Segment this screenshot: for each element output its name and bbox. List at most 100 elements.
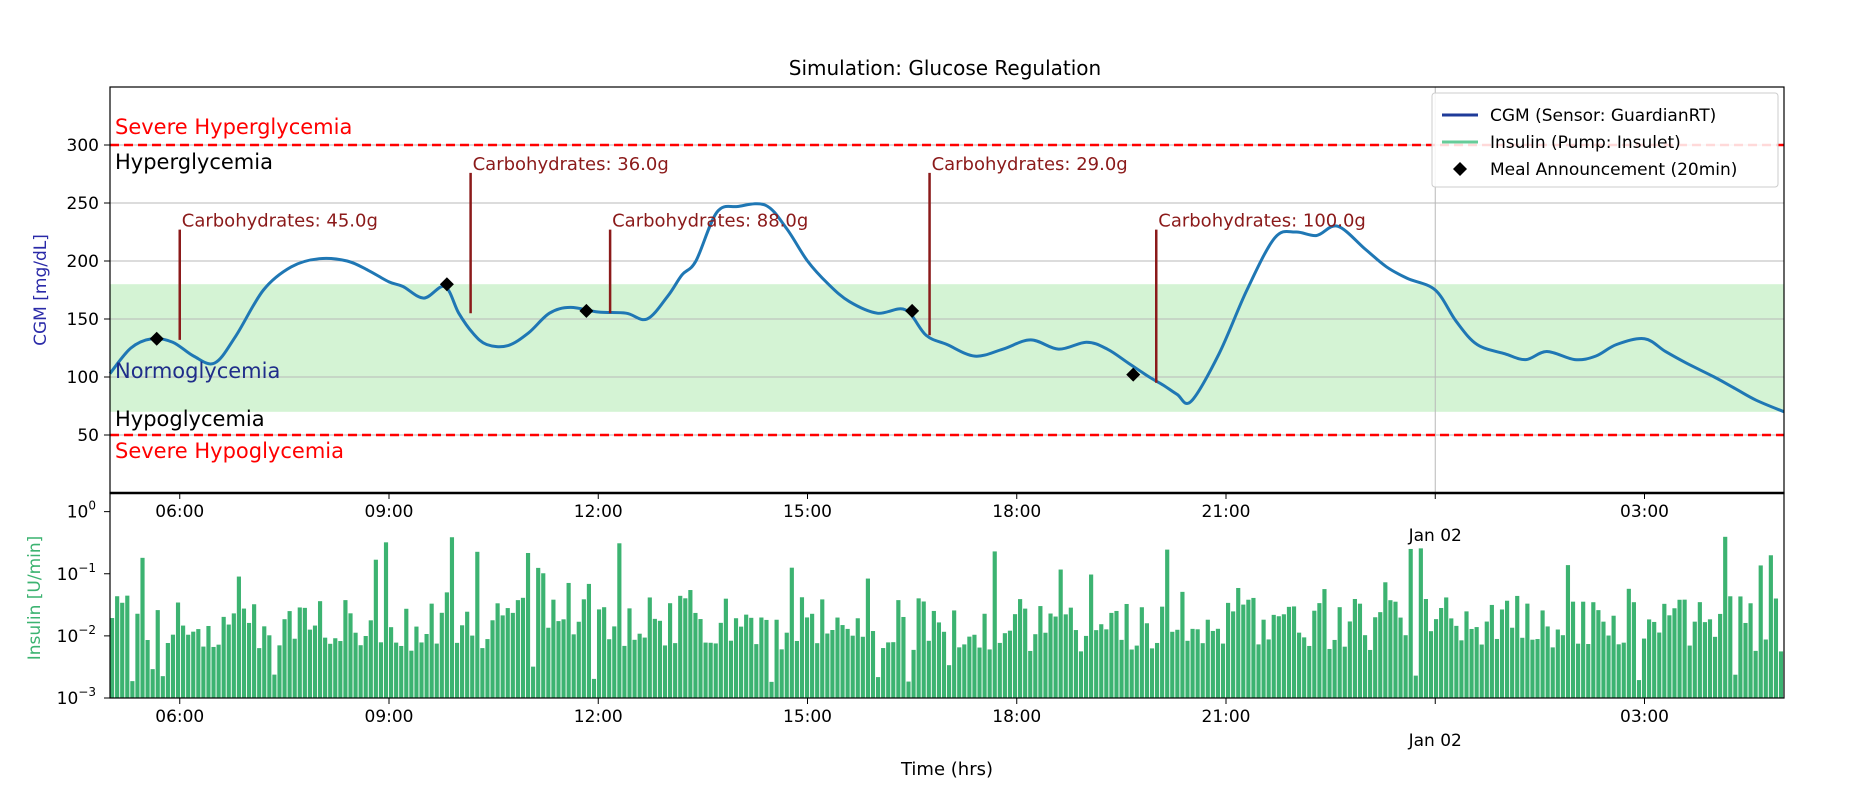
insulin-bar <box>358 645 363 698</box>
insulin-bar <box>196 629 201 698</box>
insulin-bar <box>546 627 551 698</box>
insulin-bar <box>287 611 292 698</box>
insulin-bar <box>221 616 226 698</box>
x-tick-label: 09:00 <box>365 707 414 727</box>
insulin-bar <box>383 542 389 698</box>
insulin-bar <box>1474 627 1479 698</box>
legend-label: Insulin (Pump: Insulet) <box>1490 133 1681 153</box>
insulin-bar <box>622 645 627 698</box>
insulin-bar <box>1073 630 1078 698</box>
insulin-bar <box>1540 610 1545 698</box>
insulin-bar <box>389 627 394 698</box>
insulin-bar <box>647 597 652 698</box>
insulin-bar <box>338 641 343 698</box>
y-tick-label: 50 <box>77 426 99 446</box>
insulin-bar <box>1530 639 1535 698</box>
insulin-bar <box>1687 645 1692 698</box>
insulin-bar <box>1778 651 1784 698</box>
insulin-bar <box>840 625 845 698</box>
insulin-bar <box>292 638 297 698</box>
insulin-bar <box>145 640 150 698</box>
insulin-bar <box>1733 674 1738 698</box>
x-tick-label: 21:00 <box>1202 502 1251 522</box>
insulin-bar <box>1291 606 1297 698</box>
insulin-bar <box>1053 616 1058 698</box>
insulin-bar <box>987 649 992 698</box>
insulin-bar <box>1550 647 1555 698</box>
insulin-bar <box>206 625 211 698</box>
insulin-bar <box>957 647 962 698</box>
insulin-bar <box>470 635 475 698</box>
x-tick-label: 06:00 <box>155 707 204 727</box>
insulin-bar <box>394 642 399 698</box>
insulin-bar <box>931 610 936 698</box>
insulin-bar <box>901 616 906 698</box>
insulin-bar <box>1281 614 1286 698</box>
x-tick-label: 21:00 <box>1202 707 1251 727</box>
insulin-bar <box>713 643 718 698</box>
insulin-bar <box>1403 635 1408 698</box>
insulin-bar <box>941 631 947 698</box>
insulin-bar <box>226 624 231 698</box>
insulin-bar <box>475 551 480 698</box>
insulin-bar <box>678 595 683 698</box>
insulin-bar <box>1347 621 1352 698</box>
insulin-bar <box>1104 629 1109 698</box>
insulin-bar <box>307 629 312 698</box>
insulin-bar <box>1231 611 1236 698</box>
insulin-bar <box>1393 601 1398 698</box>
insulin-bar <box>1180 591 1185 698</box>
insulin-bar <box>246 622 252 698</box>
insulin-bar <box>1601 621 1606 698</box>
hypoglycemia-label: Hypoglycemia <box>115 407 265 431</box>
insulin-bar <box>505 608 510 698</box>
insulin-bar <box>602 607 607 698</box>
insulin-bar <box>510 612 515 698</box>
x-tick-label: 06:00 <box>155 502 204 522</box>
insulin-bar <box>1357 603 1363 698</box>
y-tick-label: 100 <box>67 368 99 388</box>
x-tick-label: 18:00 <box>992 502 1041 522</box>
insulin-bar <box>627 608 632 698</box>
insulin-bar <box>774 619 779 698</box>
insulin-bar <box>1763 639 1768 698</box>
insulin-bar <box>1712 636 1718 698</box>
insulin-bar <box>1520 637 1525 698</box>
y-tick-label: 10−1 <box>57 561 96 585</box>
insulin-bar <box>1160 606 1165 698</box>
insulin-bar <box>1220 643 1226 698</box>
meal-announcement-marker <box>149 331 164 346</box>
insulin-bar <box>1647 619 1652 698</box>
insulin-bar <box>566 582 571 698</box>
insulin-bar <box>1702 622 1707 698</box>
legend-label: Meal Announcement (20min) <box>1490 160 1737 180</box>
insulin-bar <box>1773 598 1779 698</box>
insulin-bar <box>1428 631 1434 698</box>
insulin-bar <box>1454 625 1459 698</box>
insulin-bar <box>1626 588 1631 698</box>
x-tick-label: 18:00 <box>992 707 1041 727</box>
insulin-bar <box>962 644 967 698</box>
insulin-bar <box>921 601 926 698</box>
insulin-bar <box>1565 565 1571 698</box>
insulin-bar <box>353 632 358 698</box>
insulin-bar <box>1190 628 1195 698</box>
insulin-bar <box>952 610 957 698</box>
insulin-bar <box>1312 610 1317 698</box>
legend-swatch <box>1453 162 1467 176</box>
insulin-bar <box>1555 629 1560 698</box>
x-tick-label: 03:00 <box>1620 707 1669 727</box>
insulin-bar <box>1307 645 1312 698</box>
insulin-bar <box>165 643 170 698</box>
insulin-bar <box>201 646 206 698</box>
insulin-bar <box>591 678 597 698</box>
insulin-bar <box>886 642 891 698</box>
insulin-bar <box>1012 614 1018 698</box>
insulin-bar <box>581 599 586 698</box>
insulin-bar <box>282 619 287 698</box>
insulin-bar <box>551 599 556 698</box>
insulin-bar <box>500 615 505 698</box>
insulin-bar <box>262 626 267 698</box>
insulin-bar <box>916 598 921 698</box>
